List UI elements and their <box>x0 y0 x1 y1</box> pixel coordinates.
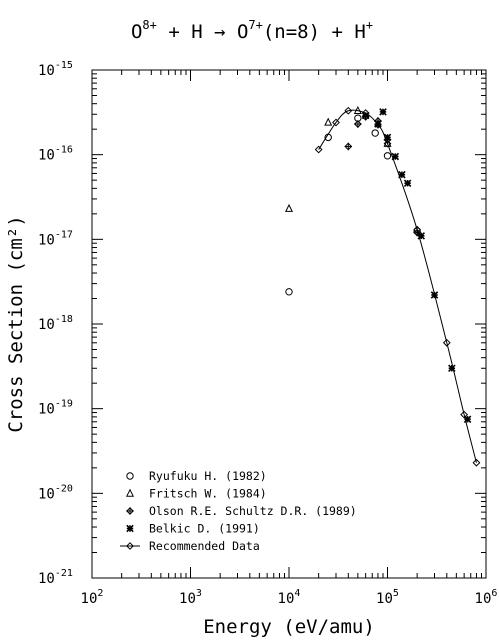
legend-marker <box>126 507 134 515</box>
legend-item-ryufuku-h-1982: Ryufuku H. (1982) <box>126 469 267 483</box>
legend-item-fritsch-w-1984: Fritsch W. (1984) <box>125 487 267 501</box>
x-tick-label: 106 <box>475 588 498 607</box>
recommended-data-point <box>460 410 469 419</box>
belkic-d-1991-point <box>430 291 439 299</box>
legend-label: Belkic D. (1991) <box>149 522 260 536</box>
recommended-data-point <box>361 109 370 117</box>
y-tick-label: 10-18 <box>38 314 73 333</box>
ryufuku-h-1982-point <box>324 133 332 142</box>
legend: Ryufuku H. (1982) Fritsch W. (1984) Olson … <box>120 469 357 553</box>
title-reaction: + H → O <box>157 21 249 43</box>
recommended-data-point <box>472 458 481 467</box>
legend-marker <box>126 542 134 550</box>
y-tick-label: 10-15 <box>38 60 73 79</box>
recommended-data-point <box>374 120 382 129</box>
plot-frame <box>91 69 487 579</box>
olson-r-e-schultz-d-r-1989-point <box>353 120 362 128</box>
y-tick-label: 10-21 <box>38 568 73 587</box>
title-product-charge: 7+ <box>248 18 262 32</box>
ryufuku-h-1982-point <box>285 288 293 296</box>
ryufuku-h-1982-point <box>371 129 379 137</box>
ryufuku-h-1982-point <box>383 152 392 160</box>
svg-text:O8+ + H → O7+(n=8) + H+: O8+ + H → O7+(n=8) + H+ <box>131 18 373 43</box>
recommended-data-line <box>318 109 477 463</box>
recommended-data-point <box>332 118 340 127</box>
chart-title: O8+ + H → O7+(n=8) + H+ <box>131 18 373 43</box>
y-tick-label: 10-19 <box>38 399 73 418</box>
x-axis: 102 103 104 105 106 <box>81 70 498 607</box>
recommended-data-point <box>383 139 392 148</box>
olson-r-e-schultz-d-r-1989-point <box>344 142 353 151</box>
x-axis-label: Energy (eV/amu) <box>203 616 375 638</box>
y-axis: 10-15 10-16 10-17 10-18 10-19 10-20 10-21 <box>38 60 486 587</box>
legend-item-recommended-data: Recommended Data <box>120 539 260 553</box>
legend-label: Fritsch W. (1984) <box>149 487 267 501</box>
title-ion-charge: 8+ <box>142 18 156 32</box>
recommended-data-point <box>413 225 422 234</box>
data-points <box>284 105 481 467</box>
belkic-d-1991-point <box>379 108 387 116</box>
legend-label: Recommended Data <box>149 539 260 553</box>
belkic-d-1991-point <box>383 133 392 142</box>
fritsch-w-1984-point <box>353 105 362 114</box>
belkic-d-1991-point <box>448 364 456 373</box>
belkic-d-1991-point <box>391 152 400 161</box>
title-ion: O <box>131 21 142 43</box>
fritsch-w-1984-point <box>324 117 333 126</box>
x-tick-label: 102 <box>81 588 104 607</box>
y-tick-label: 10-17 <box>38 229 73 248</box>
legend-marker <box>126 472 134 480</box>
recommended-data-point <box>344 106 353 115</box>
x-tick-label: 105 <box>376 588 399 607</box>
y-tick-label: 10-20 <box>38 483 73 502</box>
y-tick-label: 10-16 <box>38 145 73 164</box>
legend-marker <box>126 524 134 533</box>
legend-marker <box>125 488 135 497</box>
legend-label: Olson R.E. Schultz D.R. (1989) <box>149 504 357 518</box>
legend-item-olson-r-e-schultz-d-r-1989: Olson R.E. Schultz D.R. (1989) <box>126 504 357 518</box>
title-proton-charge: + <box>366 18 373 32</box>
belkic-d-1991-point <box>403 179 412 187</box>
x-tick-label: 104 <box>278 588 301 607</box>
title-product-state: (n=8) + H <box>263 21 366 43</box>
y-axis-label: Cross Section (cm²) <box>5 215 27 432</box>
fritsch-w-1984-point <box>284 203 294 212</box>
belkic-d-1991-point <box>361 111 370 120</box>
legend-item-belkic-d-1991: Belkic D. (1991) <box>126 522 260 536</box>
recommended-data-point <box>314 145 323 154</box>
belkic-d-1991-point <box>417 232 425 240</box>
belkic-d-1991-point <box>398 170 406 179</box>
legend-label: Ryufuku H. (1982) <box>149 469 267 483</box>
x-tick-label: 103 <box>179 588 202 607</box>
recommended-data-point <box>442 338 451 347</box>
